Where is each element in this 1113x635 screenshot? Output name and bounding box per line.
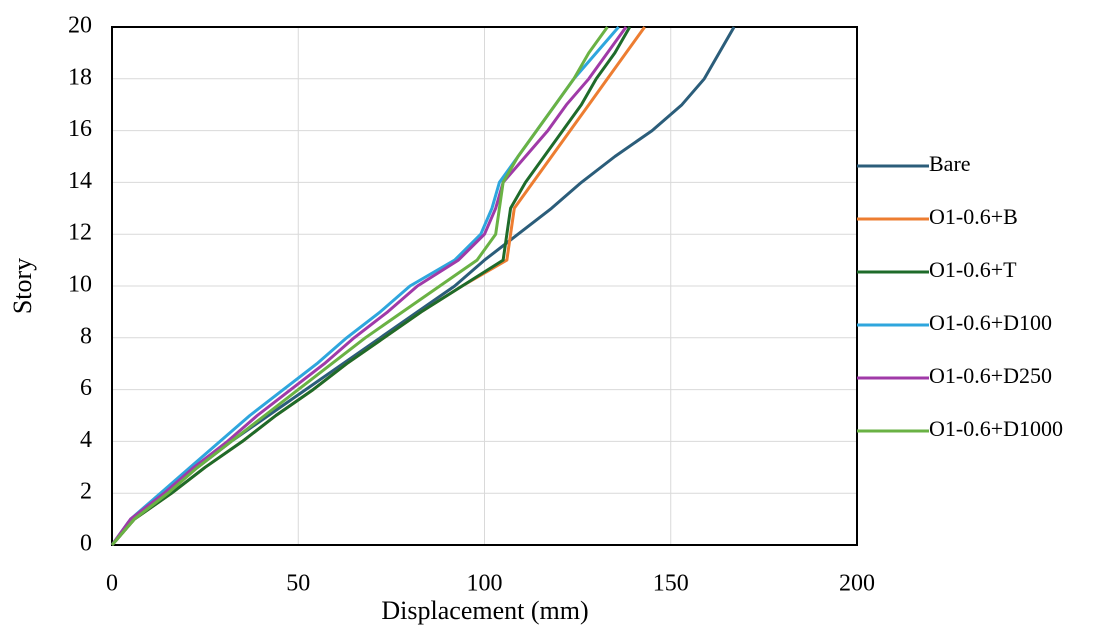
plot-border: [111, 26, 858, 546]
x-tick-label: 50: [286, 571, 310, 597]
legend-label: O1-0.6+D100: [929, 310, 1052, 335]
series-line: [110, 26, 628, 546]
x-tick-label: 100: [467, 571, 503, 597]
x-axis-title: Displacement (mm): [381, 596, 588, 625]
series-line: [110, 26, 632, 546]
y-tick-label: 8: [80, 323, 92, 349]
y-tick-label: 10: [68, 272, 92, 298]
y-tick-label: 14: [68, 168, 92, 194]
legend-label: O1-0.6+D250: [929, 363, 1052, 388]
y-tick-label: 16: [68, 116, 92, 142]
y-tick-label: 12: [68, 220, 92, 246]
y-axis-title: Story: [8, 258, 37, 314]
legend-label: O1-0.6+D1000: [929, 416, 1063, 441]
legend-label: Bare: [929, 151, 971, 176]
y-tick-label: 2: [80, 479, 92, 505]
legend-label: O1-0.6+T: [929, 257, 1017, 282]
x-tick-label: 0: [106, 571, 118, 597]
y-tick-label: 6: [80, 375, 92, 401]
x-tick-label: 200: [839, 571, 875, 597]
y-tick-label: 18: [68, 64, 92, 90]
y-tick-label: 20: [68, 13, 92, 39]
y-tick-label: 4: [80, 427, 92, 453]
series-line: [110, 26, 609, 546]
legend-label: O1-0.6+B: [929, 204, 1018, 229]
y-tick-label: 0: [80, 531, 92, 557]
x-tick-label: 150: [653, 571, 689, 597]
